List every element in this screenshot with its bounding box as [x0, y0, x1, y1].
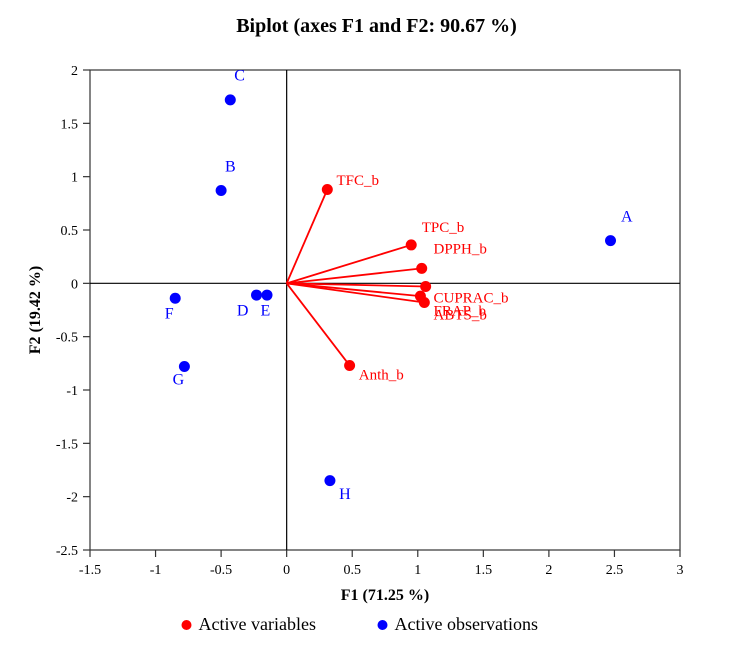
x-tick-label: 0 [283, 563, 290, 578]
variable-point [419, 297, 430, 308]
y-tick-label: 2 [71, 64, 78, 79]
y-tick-label: 1 [71, 171, 78, 186]
y-tick-label: -1.5 [56, 437, 78, 452]
variable-label: DPPH_b [434, 241, 487, 257]
biplot-svg: Biplot (axes F1 and F2: 90.67 %) -1.5 -1 -0… [0, 0, 753, 648]
variable-point [344, 360, 355, 371]
observation-point [324, 475, 335, 486]
x-tick-label: 3 [677, 563, 684, 578]
observation-point [179, 361, 190, 372]
y-tick-label: 0.5 [61, 224, 79, 239]
observation-point [605, 235, 616, 246]
x-tick-label: -0.5 [210, 563, 232, 578]
observation-point [170, 293, 181, 304]
observation-point [251, 290, 262, 301]
x-tick-label: 2.5 [606, 563, 624, 578]
variable-label: TFC_b [336, 173, 379, 189]
observation-point [262, 290, 273, 301]
chart-title: Biplot (axes F1 and F2: 90.67 %) [236, 15, 517, 37]
x-tick-label: 1 [414, 563, 421, 578]
biplot-container: Biplot (axes F1 and F2: 90.67 %) -1.5 -1 -0… [0, 0, 753, 648]
y-tick-label: -0.5 [56, 331, 78, 346]
legend-label: Active variables [199, 614, 316, 634]
observation-label: E [260, 302, 270, 319]
observation-label: D [237, 302, 249, 319]
observation-point [225, 94, 236, 105]
legend-label: Active observations [395, 614, 538, 634]
x-tick-label: 2 [545, 563, 552, 578]
y-tick-label: 0 [71, 277, 78, 292]
observation-label: C [234, 68, 245, 85]
x-tick-label: 0.5 [343, 563, 361, 578]
observation-label: F [165, 306, 174, 323]
variable-label: Anth_b [359, 367, 404, 383]
x-axis-label: F1 (71.25 %) [341, 587, 429, 604]
y-tick-label: 1.5 [61, 117, 79, 132]
legend-marker [182, 620, 192, 630]
plot-area [90, 70, 680, 550]
y-tick-label: -2.5 [56, 544, 78, 559]
x-tick-label: 1.5 [475, 563, 493, 578]
variable-point [322, 184, 333, 195]
legend-marker [378, 620, 388, 630]
x-tick-label: -1 [150, 563, 162, 578]
y-tick-label: -1 [66, 384, 78, 399]
observation-label: B [225, 158, 236, 175]
observation-label: A [621, 208, 633, 225]
variable-label: ABTS_b [434, 308, 487, 324]
variable-point [416, 263, 427, 274]
observation-label: H [339, 486, 351, 503]
variable-point [420, 281, 431, 292]
y-axis-label: F2 (19.42 %) [27, 266, 44, 354]
observation-point [216, 185, 227, 196]
variable-label: TPC_b [422, 220, 465, 236]
x-tick-label: -1.5 [79, 563, 101, 578]
variable-point [406, 239, 417, 250]
observation-label: G [173, 372, 185, 389]
y-tick-label: -2 [66, 491, 78, 506]
